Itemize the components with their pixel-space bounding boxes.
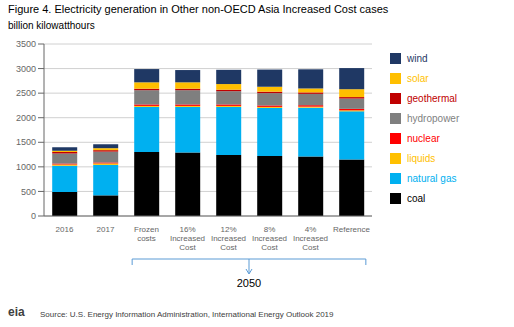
svg-text:2016: 2016 [56,225,74,234]
svg-text:4%IncreasedCost: 4%IncreasedCost [293,225,328,252]
svg-text:2050: 2050 [237,277,261,289]
html-text:eia: eia [8,305,25,319]
svg-text:2000: 2000 [16,113,36,123]
svg-text:0: 0 [31,211,36,221]
svg-text:500: 500 [21,187,36,197]
html-text:Source: U.S. Energy Informatio: Source: U.S. Energy Information Administ… [40,310,334,319]
html-text:liquids: liquids [407,152,436,164]
svg-text:8%IncreasedCost: 8%IncreasedCost [252,225,287,252]
svg-text:3500: 3500 [16,39,36,49]
svg-text:3000: 3000 [16,64,36,74]
html-text:geothermal: geothermal [407,92,457,104]
html-text:solar: solar [407,72,429,84]
svg-text:1000: 1000 [16,162,36,172]
html-text:coal: coal [407,192,426,204]
html-text:nuclear: nuclear [407,132,440,144]
html-text:wind: wind [407,52,428,64]
html-text:natural gas: natural gas [407,172,457,184]
html-text:Figure 4. Electricity generati: Figure 4. Electricity generation in Othe… [8,3,389,15]
svg-text:12%IncreasedCost: 12%IncreasedCost [211,225,246,252]
svg-text:Frozencosts: Frozencosts [134,225,159,243]
svg-text:Reference: Reference [333,225,370,234]
svg-text:2500: 2500 [16,88,36,98]
svg-text:16%IncreasedCost: 16%IncreasedCost [170,225,205,252]
svg-text:2017: 2017 [97,225,115,234]
html-text:hydropower: hydropower [407,112,460,124]
html-text:billion kilowatthours: billion kilowatthours [8,20,95,31]
svg-text:1500: 1500 [16,137,36,147]
